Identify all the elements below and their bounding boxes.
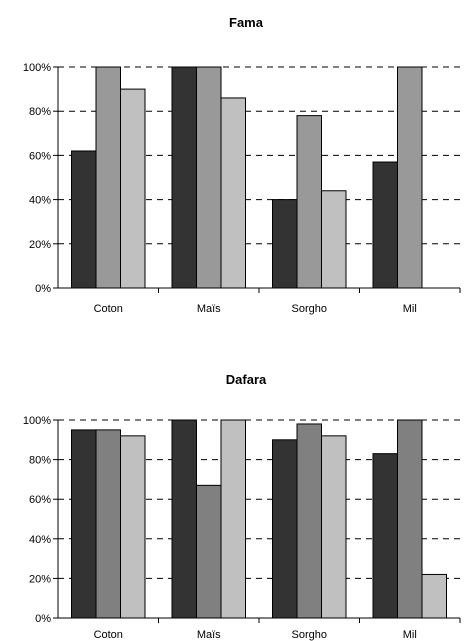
y-tick-label: 0% (35, 613, 51, 625)
bar-sorgho-s1 (272, 439, 298, 619)
bar-coton-s3 (120, 435, 146, 619)
x-category-label: Maïs (197, 303, 221, 315)
y-tick-label: 80% (29, 106, 51, 118)
bar-coton-s1 (71, 150, 97, 289)
chart-title: Dafara (226, 372, 267, 387)
chart-title: Fama (229, 15, 264, 30)
dafara-chart: Dafara 0% 20% 40% 60% 80% 100% Coton Maïs Sorgho… (23, 372, 461, 641)
x-category-label: Mil (403, 629, 417, 641)
y-tick-label: 60% (29, 494, 51, 506)
bar-maïs-s1 (171, 419, 197, 619)
bar-coton-s1 (71, 429, 97, 619)
bar-sorgho-s1 (272, 199, 298, 289)
bar-mil-s2 (397, 419, 423, 619)
bar-coton-s3 (120, 88, 146, 289)
x-category-label: Coton (94, 303, 123, 315)
bar-sorgho-s2 (296, 423, 322, 619)
x-category-label: Sorgho (292, 629, 327, 641)
x-category-label: Sorgho (292, 303, 327, 315)
y-tick-label: 80% (29, 455, 51, 467)
bar-maïs-s3 (220, 97, 246, 289)
bar-maïs-s3 (220, 419, 246, 619)
y-tick-label: 20% (29, 573, 51, 585)
bar-mil-s2 (397, 66, 423, 289)
bar-sorgho-s3 (321, 190, 347, 289)
y-tick-label: 100% (23, 415, 51, 427)
bar-sorgho-s2 (296, 115, 322, 289)
bar-mil-s1 (372, 161, 398, 289)
y-tick-label: 0% (35, 283, 51, 295)
y-tick-label: 20% (29, 239, 51, 251)
y-tick-label: 60% (29, 150, 51, 162)
bar-coton-s2 (95, 429, 121, 619)
bar-mil-s3 (421, 573, 447, 619)
bar-mil-s1 (372, 453, 398, 619)
x-category-label: Mil (403, 303, 417, 315)
y-tick-label: 40% (29, 195, 51, 207)
y-tick-label: 100% (23, 62, 51, 74)
bar-maïs-s2 (196, 66, 222, 289)
bar-sorgho-s3 (321, 435, 347, 619)
bar-maïs-s1 (171, 66, 197, 289)
bar-coton-s2 (95, 66, 121, 289)
bar-maïs-s2 (196, 484, 222, 619)
x-category-label: Maïs (197, 629, 221, 641)
x-category-label: Coton (94, 629, 123, 641)
fama-chart: Fama 0% 20% 40% 60% 80% 100% Coton Maïs Sorgho Mi… (23, 15, 461, 315)
y-tick-label: 40% (29, 534, 51, 546)
